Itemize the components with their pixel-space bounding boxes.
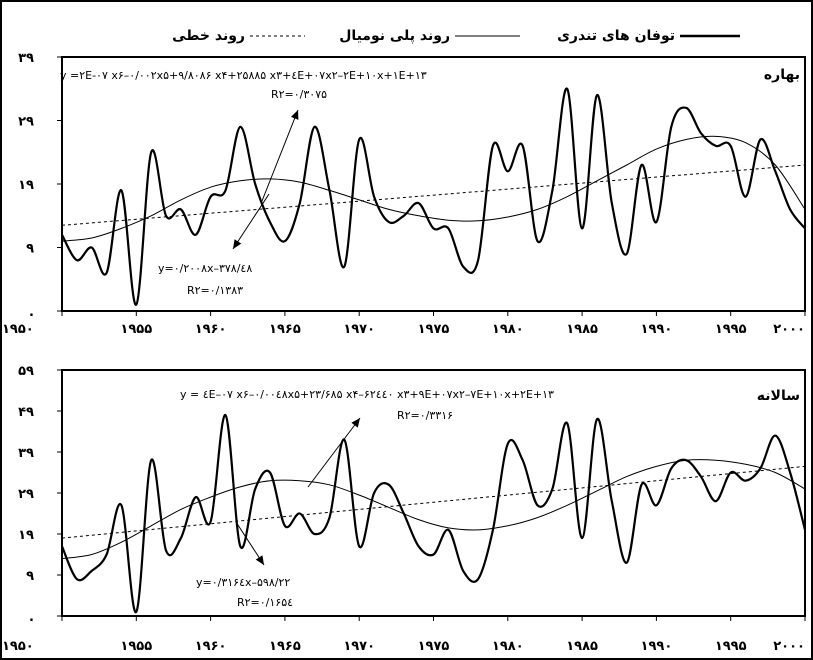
x-tick-label: ۱۹۵۰: [2, 639, 34, 654]
y-tick-label: ۹: [26, 569, 34, 584]
legend-poly-label: روند پلی نومیال: [339, 28, 450, 44]
x-tick-label: ۱۹۹۵: [715, 639, 747, 654]
annual-chart-panel: . ۹ ۱۹ ۲۹ ۳۹ ۴۹ ۵۹ ۱۹۵۰ ۱۹۵۵ ۱۹۶۰ ۱۹۶۵ ۱۹۷۰ ۱۹۷۵ ۱۹۸۰…: [2, 364, 807, 654]
x-tick-label: ۱۹۷۵: [418, 639, 450, 654]
polynomial-equation: y =۲E-۰۷ x۶–۰/۰۰۲x۵+۹/۸۰۸۶ x۴+۲۵۸۸۵ x۳+٤…: [60, 69, 427, 82]
polynomial-trend-line: [61, 135, 806, 242]
x-tick-label: ۱۹۶۰: [195, 322, 227, 337]
x-tick-label: ۱۹۹۵: [715, 322, 747, 337]
x-tick-label: ۱۹۸۵: [566, 322, 598, 337]
linear-equation: y=۰/۲۰۰۸x–۳۷۸/٤۸: [158, 262, 252, 275]
y-tick-label: ۲۹: [18, 115, 34, 130]
polynomial-r-squared: R۲=۰/۳۳۱۶: [397, 409, 453, 422]
x-tick-label: ۱۹۷۰: [343, 322, 375, 337]
y-tick-label: ۵۹: [18, 364, 34, 379]
panel-title: بهاره: [764, 67, 800, 83]
polynomial-trend-line: [61, 459, 806, 560]
y-tick-label: ۲۹: [18, 487, 34, 502]
legend: توفان های تندری روند پلی نومیال روند خطی: [172, 28, 740, 44]
x-tick-label: ۱۹۸۵: [566, 639, 598, 654]
x-tick-label: ۱۹۸۰: [492, 639, 524, 654]
y-tick-label: .: [29, 610, 34, 625]
spring-chart-panel: . ۹ ۱۹ ۲۹ ۳۹ ۱۹۵۰ ۱۹۵۵ ۱۹۶۰ ۱۹۶۵ ۱۹۷۰ ۱۹۷۵ ۱۹۸۰ ۱۹۸۵…: [2, 51, 806, 337]
polynomial-arrow-head: [351, 418, 360, 428]
polynomial-r-squared: R۲=۰/۳۰۷۵: [271, 88, 327, 101]
x-tick-label: ۱۹۶۵: [269, 639, 301, 654]
storms-series-line: [60, 413, 807, 614]
linear-trend-line: [61, 164, 806, 226]
y-tick-label: .: [29, 305, 34, 320]
x-tick-label: ۱۹۶۰: [195, 639, 227, 654]
x-tick-label: ۱۹۵۰: [2, 322, 34, 337]
linear-trend-line: [61, 465, 806, 539]
x-tick-label: ۱۹۷۵: [418, 322, 450, 337]
y-tick-label: ۴۹: [18, 405, 34, 420]
x-tick-label: ۱۹۹۰: [641, 322, 673, 337]
polynomial-arrow: [261, 109, 299, 202]
linear-equation: y=۰/۳۱۶٤x–۵۹۸/۲۲: [196, 576, 290, 589]
panel-title: سالانه: [757, 388, 800, 404]
y-tick-label: ۹: [26, 242, 34, 257]
legend-linear-label: روند خطی: [172, 28, 245, 44]
x-tick-label: ۱۹۹۰: [641, 639, 673, 654]
polynomial-arrow: [307, 417, 361, 488]
x-tick-label: ۱۹۶۵: [269, 322, 301, 337]
x-tick-label: ۱۹۵۵: [120, 322, 152, 337]
y-tick-label: ۱۹: [18, 528, 34, 543]
linear-arrow: [232, 193, 270, 250]
y-tick-label: ۳۹: [18, 51, 34, 66]
linear-arrow-head: [255, 555, 264, 565]
x-tick-label: ۱۹۵۵: [120, 639, 152, 654]
x-tick-label: ۲۰۰۰: [773, 322, 805, 337]
linear-r-squared: R۲=۰/۱۳۸۳: [187, 284, 243, 297]
legend-storms-label: توفان های تندری: [557, 28, 675, 44]
x-tick-label: ۲۰۰۰: [773, 639, 805, 654]
x-tick-label: ۱۹۸۰: [492, 322, 524, 337]
storms-series-line: [61, 87, 806, 306]
linear-arrow-head: [233, 239, 242, 249]
polynomial-arrow-head: [290, 110, 299, 120]
y-tick-label: ۳۹: [18, 446, 34, 461]
polynomial-equation: y = ٤E–۰۷ x۶–۰/۰۰٤۸x۵+۲۳/۶۸۵ x۴–۶۲٤٤۰ x۳…: [180, 388, 554, 401]
x-tick-label: ۱۹۷۰: [343, 639, 375, 654]
y-tick-label: ۱۹: [18, 178, 34, 193]
linear-r-squared: R۲=۰/۱۶۵٤: [237, 596, 293, 609]
